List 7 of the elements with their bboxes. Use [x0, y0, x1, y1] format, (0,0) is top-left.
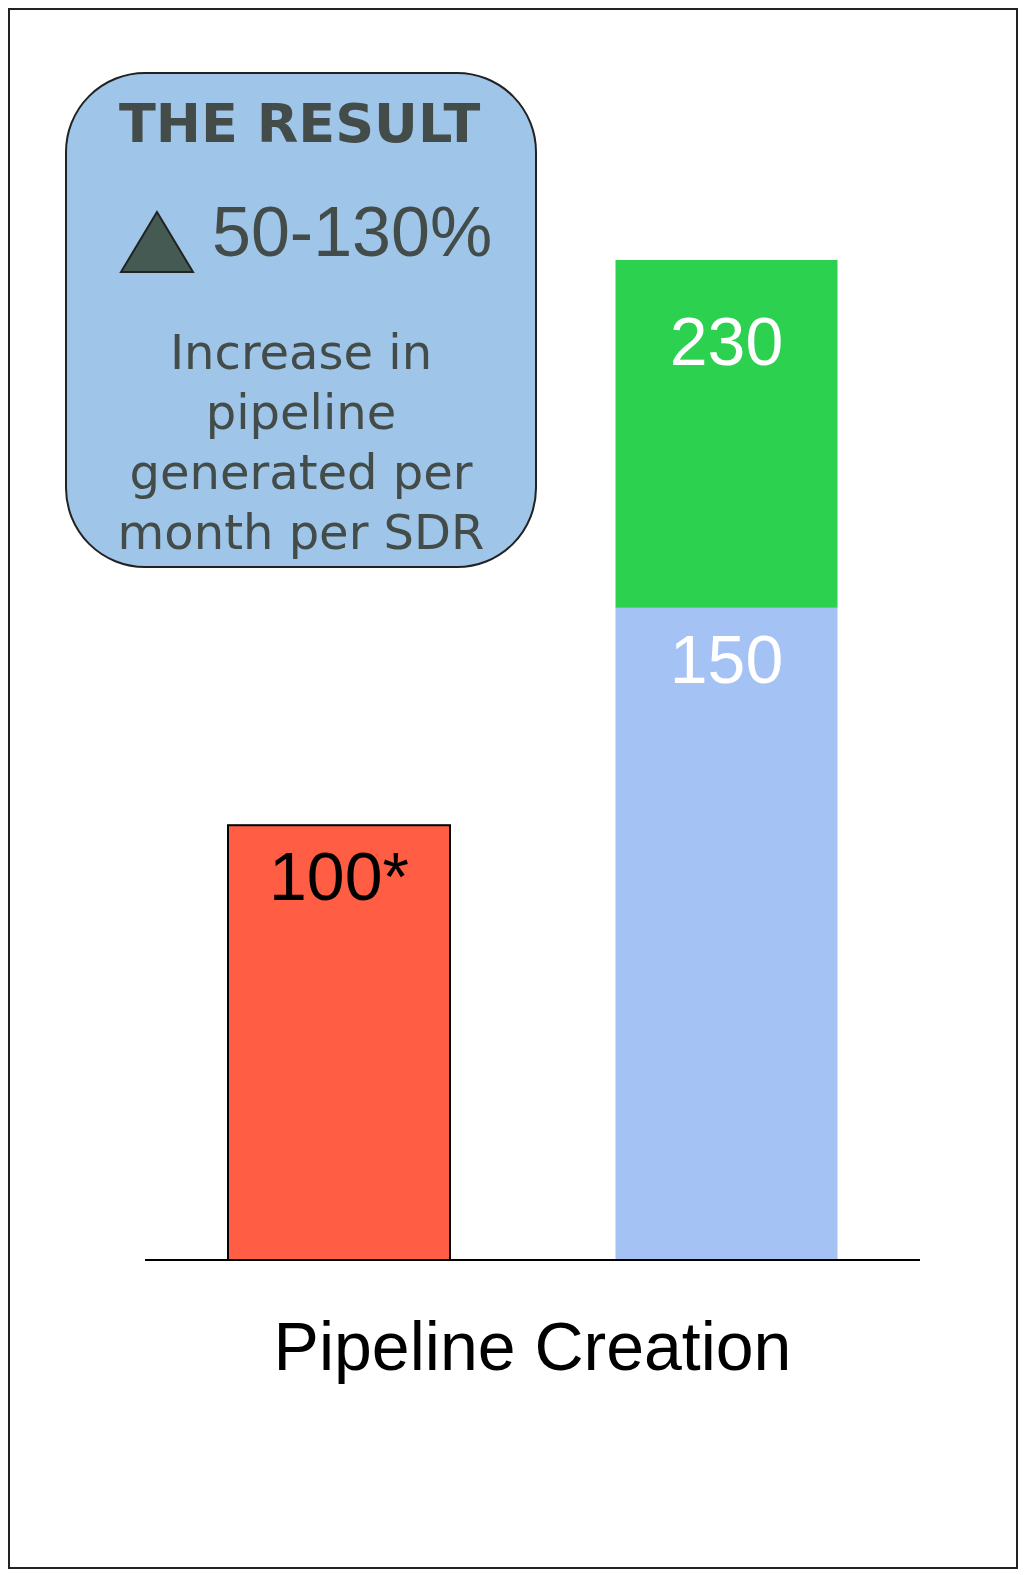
text: THE RESULT [119, 92, 481, 155]
x-axis-title: Pipeline Creation [273, 1308, 792, 1384]
data-label: 150 [669, 620, 784, 697]
data-label: 100* [269, 838, 409, 915]
annotation: Increase in pipeline generated per month per SDR [116, 323, 486, 562]
total-label: 230 [669, 303, 784, 379]
annotation: 50-130% [212, 192, 493, 272]
